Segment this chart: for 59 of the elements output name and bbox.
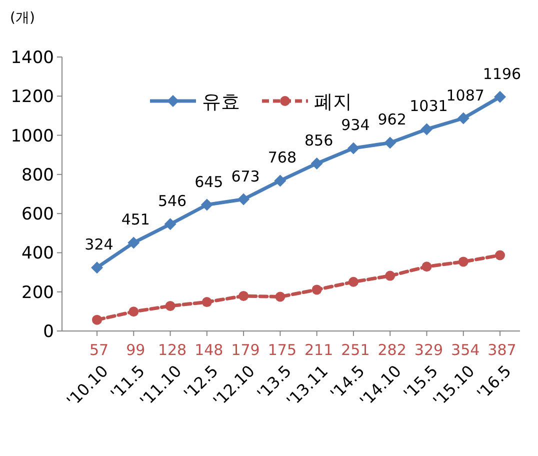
point xyxy=(420,123,433,136)
legend-label: 폐지 xyxy=(314,91,352,113)
data-label: 546 xyxy=(158,192,187,210)
data-label: 934 xyxy=(341,116,370,134)
data-label: 57 xyxy=(89,341,109,359)
data-label: 1087 xyxy=(446,86,484,104)
point xyxy=(310,157,323,170)
data-label: 251 xyxy=(341,341,370,359)
data-label: 962 xyxy=(378,110,406,129)
data-label: 451 xyxy=(121,210,150,229)
point xyxy=(385,270,396,281)
data-label: 1196 xyxy=(482,64,522,83)
point xyxy=(92,314,102,325)
data-label: 354 xyxy=(451,341,480,359)
point xyxy=(384,136,396,149)
data-label: 387 xyxy=(488,341,516,359)
data-label: 179 xyxy=(231,341,260,359)
point xyxy=(238,193,250,206)
point xyxy=(457,112,470,124)
point xyxy=(238,290,249,301)
data-label: 645 xyxy=(194,172,224,191)
y-tick-label: 400 xyxy=(22,244,54,264)
y-tick-label: 200 xyxy=(22,282,54,303)
data-label: 175 xyxy=(268,341,296,359)
data-label: 128 xyxy=(158,341,187,359)
y-tick-label: 800 xyxy=(22,165,54,186)
point xyxy=(348,276,358,287)
y-axis-title: (개) xyxy=(10,10,35,26)
y-tick-label: 0 xyxy=(43,322,54,342)
point xyxy=(200,198,213,211)
y-tick-label: 1200 xyxy=(10,87,54,108)
point xyxy=(495,250,505,260)
data-label: 148 xyxy=(194,341,224,359)
point xyxy=(274,174,286,187)
data-label: 99 xyxy=(126,341,146,359)
y-tick-label: 1400 xyxy=(10,48,54,68)
point xyxy=(312,284,322,295)
point xyxy=(347,142,360,154)
point xyxy=(275,292,286,302)
legend-label: 유효 xyxy=(202,91,240,113)
y-tick-label: 600 xyxy=(22,204,54,225)
data-label: 329 xyxy=(414,341,444,359)
data-label: 282 xyxy=(378,341,406,359)
data-label: 673 xyxy=(231,167,260,186)
point xyxy=(494,90,506,103)
point xyxy=(165,300,176,311)
y-tick-label: 1000 xyxy=(10,126,54,146)
data-label: 211 xyxy=(304,341,334,359)
data-label: 856 xyxy=(304,131,334,150)
point xyxy=(128,306,139,317)
point xyxy=(128,236,140,249)
data-label: 768 xyxy=(268,148,296,167)
data-label: 1031 xyxy=(410,97,448,116)
point xyxy=(202,297,212,308)
point xyxy=(458,256,468,267)
point xyxy=(422,262,432,272)
data-label: 324 xyxy=(84,236,114,254)
point xyxy=(91,262,103,274)
point xyxy=(164,218,176,230)
